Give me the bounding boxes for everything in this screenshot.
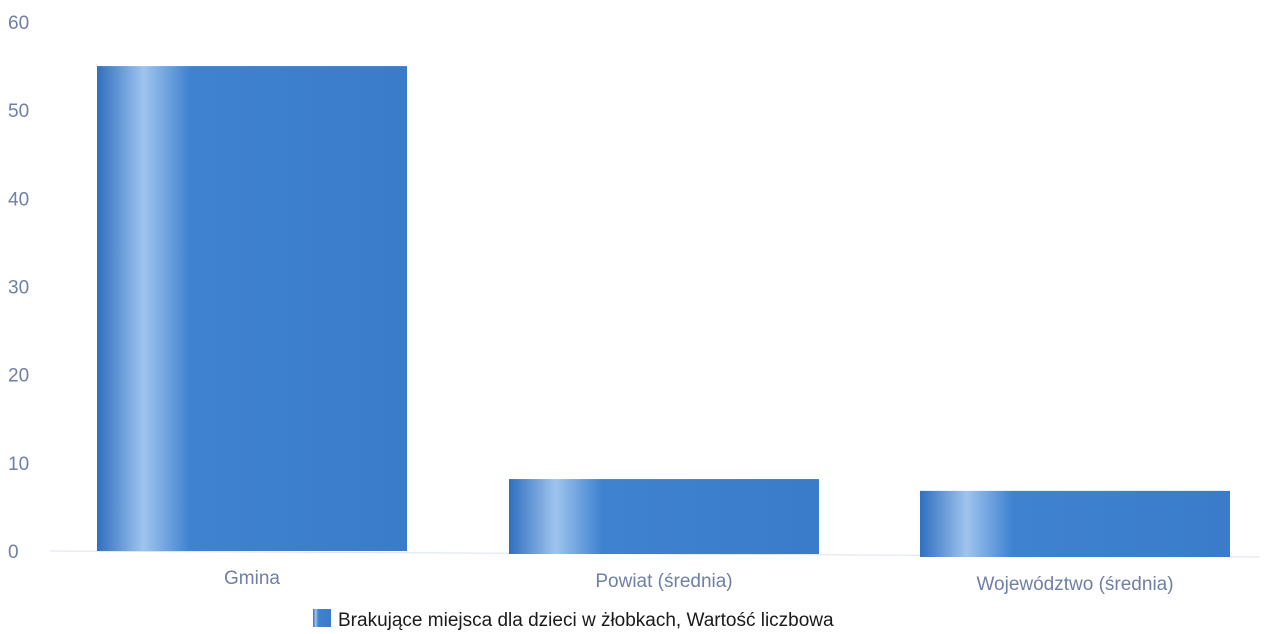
y-axis-ticks: 0 10 20 30 40 50 60 [8,13,29,563]
y-tick-label: 50 [8,101,29,122]
y-tick-label: 60 [8,13,29,34]
bar [920,490,1230,557]
y-tick-label: 40 [8,189,29,210]
y-tick-label: 0 [8,542,19,563]
legend-swatch [313,609,331,627]
x-category-label: Województwo (średnia) [976,574,1173,595]
bar [97,66,407,551]
bar [509,479,819,554]
x-category-label: Gmina [224,568,280,589]
bars [97,66,1230,557]
category-labels: Gmina Powiat (średnia) Województwo (średni… [224,568,1174,595]
y-tick-label: 30 [8,278,29,299]
y-tick-label: 20 [8,366,29,387]
x-category-label: Powiat (średnia) [595,571,732,592]
legend-label: Brakujące miejsca dla dzieci w żłobkach,… [338,610,834,631]
y-tick-label: 10 [8,454,29,475]
legend: Brakujące miejsca dla dzieci w żłobkach,… [313,609,834,631]
